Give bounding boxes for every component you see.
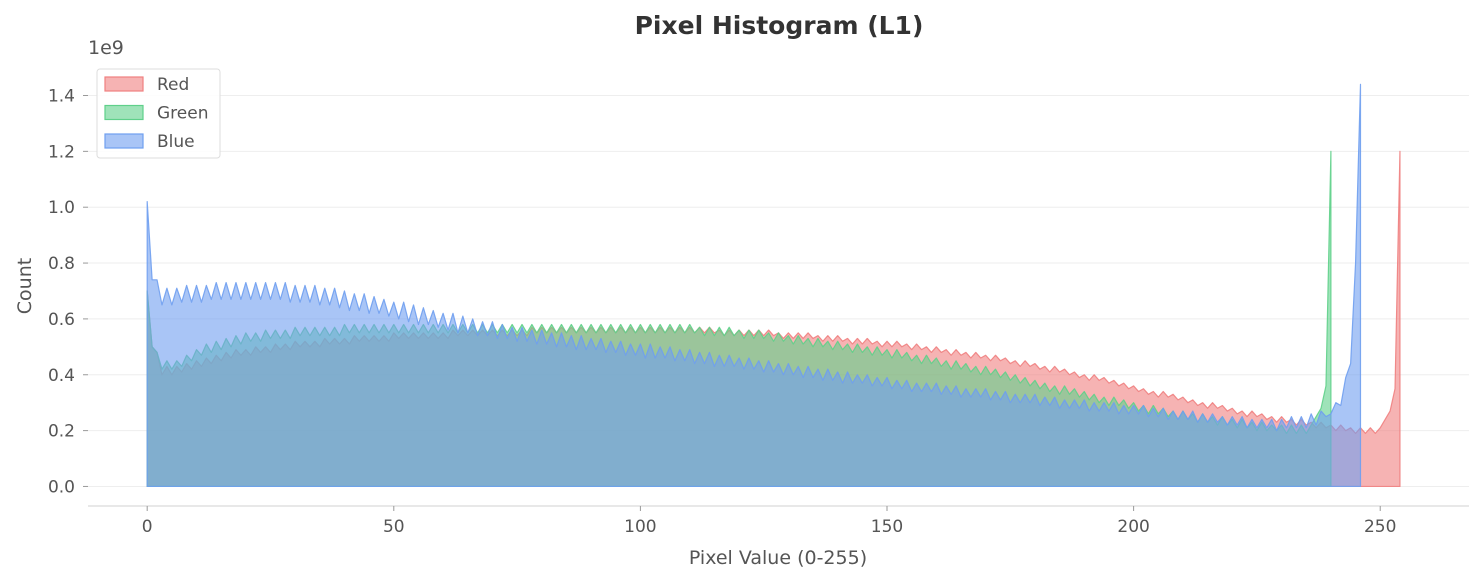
x-tick-label-50: 50 xyxy=(383,517,405,537)
x-axis-label: Pixel Value (0-255) xyxy=(689,547,867,569)
y-tick-label-1.2: 1.2 xyxy=(48,142,75,162)
y-tick-label-1.4: 1.4 xyxy=(48,87,75,107)
y-axis-label: Count xyxy=(14,258,36,314)
x-tick-label-250: 250 xyxy=(1364,517,1396,537)
chart-title: Pixel Histogram (L1) xyxy=(635,11,924,40)
series-area-blue xyxy=(146,83,1362,488)
y-tick-label-0.4: 0.4 xyxy=(48,366,75,386)
x-tick-label-100: 100 xyxy=(624,517,656,537)
series-areas xyxy=(146,83,1401,488)
y-tick-label-0.0: 0.0 xyxy=(48,477,75,497)
y-tick-label-0.8: 0.8 xyxy=(48,254,75,274)
legend-label-green: Green xyxy=(157,104,208,124)
x-tick-label-0: 0 xyxy=(142,517,153,537)
y-tick-label-0.6: 0.6 xyxy=(48,310,75,330)
y-multiplier-label: 1e9 xyxy=(88,37,124,59)
legend-label-red: Red xyxy=(157,75,189,95)
legend-swatch-green xyxy=(104,104,144,121)
y-tick-label-1.0: 1.0 xyxy=(48,198,75,218)
x-ticks: 0 50 100 150 200 250 xyxy=(142,506,1396,537)
legend-swatch-blue xyxy=(104,133,144,149)
x-tick-label-200: 200 xyxy=(1117,517,1149,537)
y-ticks: 0.0 0.2 0.4 0.6 0.8 1.0 1.2 1.4 xyxy=(48,87,88,497)
x-tick-label-150: 150 xyxy=(871,517,903,537)
legend: Red Green Blue xyxy=(96,68,221,159)
y-tick-label-0.2: 0.2 xyxy=(48,422,75,442)
legend-swatch-red xyxy=(104,76,144,92)
legend-label-blue: Blue xyxy=(157,132,195,152)
